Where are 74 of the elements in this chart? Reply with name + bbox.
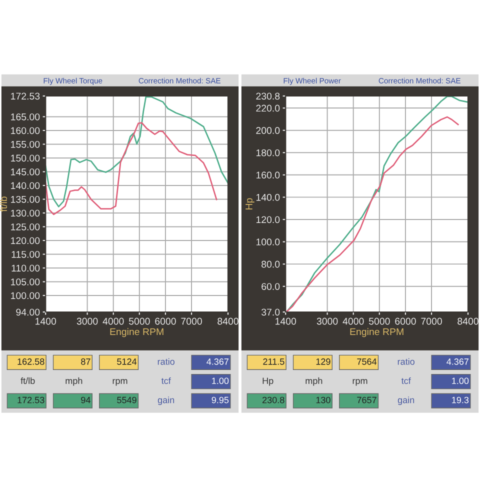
y-tick-label: 125.00 — [11, 223, 40, 230]
y-tick-label: 115.00 — [12, 250, 40, 258]
text: gain — [398, 396, 414, 406]
x-tick-label: 1400 — [276, 318, 296, 325]
y-tick-label: 140.0 — [256, 194, 280, 201]
text: 129 — [316, 358, 330, 365]
y-tick-label: 220.0 — [256, 104, 280, 112]
y-tick-label: 200.0 — [256, 127, 280, 134]
text: rpm — [112, 379, 128, 386]
text: 7657 — [357, 396, 376, 404]
text: ratio — [398, 358, 414, 365]
text: Hp — [262, 378, 274, 386]
y-tick-label: 160.00 — [11, 127, 40, 134]
y-tick-label: 160.0 — [256, 172, 280, 179]
text: 1.00 — [452, 378, 469, 384]
x-tick-label: 7000 — [181, 318, 202, 325]
x-tick-label: 8400 — [218, 318, 238, 325]
text: 1.00 — [212, 378, 229, 384]
text: gain — [158, 396, 174, 406]
y-tick-label: 80.0 — [262, 260, 280, 268]
y-tick-label: 135.00 — [11, 196, 40, 203]
y-tick-label: 110.00 — [12, 264, 40, 272]
text: 162.58 — [18, 358, 44, 365]
x-tick-label: 3000 — [76, 318, 98, 325]
y-tick-label: 230.8 — [256, 92, 280, 100]
text: ft/lb — [20, 377, 35, 384]
text: 87 — [81, 358, 90, 365]
text: 9.95 — [212, 396, 229, 404]
x-tick-label: 7000 — [421, 318, 442, 325]
x-tick-label: 4000 — [342, 318, 364, 325]
x-axis-title: Engine RPM — [110, 328, 164, 338]
y-tick-label: 120.0 — [256, 216, 280, 224]
text: mph — [306, 377, 322, 386]
y-tick-label: 100.00 — [11, 292, 40, 300]
text: 5549 — [117, 396, 136, 404]
x-tick-label: 3000 — [316, 318, 338, 325]
x-tick-label: 5000 — [368, 318, 390, 325]
x-tick-label: 6000 — [155, 318, 176, 325]
y-tick-label: 60.0 — [262, 283, 280, 290]
text: 5124 — [117, 358, 137, 365]
y-axis-title: ft/lb — [0, 196, 7, 212]
text: 130 — [316, 396, 330, 404]
text: 94 — [81, 396, 90, 404]
text: 4.367 — [446, 358, 469, 365]
y-tick-label: 37.0 — [261, 308, 280, 316]
text: 172.53 — [18, 396, 44, 404]
y-tick-label: 100.0 — [256, 238, 280, 246]
x-tick-label: 1400 — [36, 318, 56, 325]
y-tick-label: 150.00 — [11, 154, 40, 162]
text: 211.5 — [263, 358, 284, 365]
text: mph — [66, 377, 82, 386]
y-tick-label: 120.00 — [11, 237, 40, 244]
text: 19.3 — [452, 396, 469, 404]
y-tick-label: 172.53 — [11, 92, 40, 100]
y-tick-label: 130.00 — [11, 210, 40, 217]
text: tcf — [401, 377, 411, 384]
y-tick-label: 165.00 — [11, 113, 40, 120]
text: tcf — [161, 377, 171, 384]
text: 7564 — [357, 358, 377, 365]
y-tick-label: 180.0 — [256, 149, 280, 156]
x-tick-label: 8400 — [458, 318, 478, 325]
text: 4.367 — [206, 358, 229, 365]
y-tick-label: 94.00 — [16, 308, 40, 316]
y-tick-label: 105.00 — [11, 278, 40, 286]
text: rpm — [352, 379, 368, 386]
y-axis-title: Hp — [246, 198, 254, 210]
y-tick-label: 140.00 — [11, 182, 40, 190]
x-tick-label: 5000 — [128, 318, 150, 325]
x-tick-label: 4000 — [102, 318, 124, 325]
x-tick-label: 6000 — [395, 318, 416, 325]
text: ratio — [158, 358, 174, 365]
y-tick-label: 145.00 — [11, 168, 40, 176]
y-tick-label: 155.00 — [11, 140, 40, 148]
x-axis-title: Engine RPM — [350, 328, 404, 338]
